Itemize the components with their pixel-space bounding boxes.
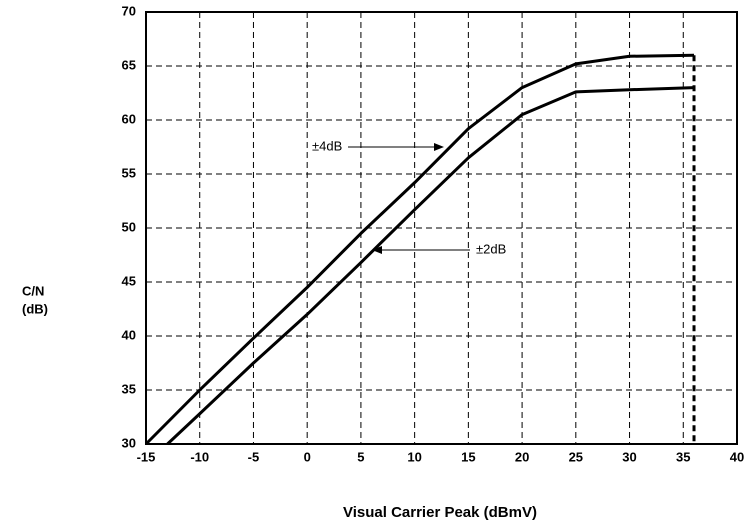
annotation: ±4dB: [312, 138, 342, 153]
line-series: [144, 53, 695, 446]
x-tick-label: 25: [569, 449, 583, 464]
line-series: [166, 86, 695, 446]
annotation-arrowhead: [434, 143, 444, 151]
y-tick-label: 35: [122, 381, 136, 396]
y-tick-label: 30: [122, 435, 136, 450]
y-tick-label: 40: [122, 327, 136, 342]
x-tick-label: -15: [137, 449, 156, 464]
y-tick-label: 60: [122, 111, 136, 126]
x-tick-label: 20: [515, 449, 529, 464]
y-axis-label: C/N: [22, 283, 44, 298]
annotation: ±2dB: [476, 241, 506, 256]
x-tick-label: 0: [304, 449, 311, 464]
plot-frame: [145, 11, 738, 445]
x-tick-label: -5: [248, 449, 260, 464]
y-tick-label: 65: [122, 57, 136, 72]
y-axis-label: (dB): [22, 301, 48, 316]
x-tick-label: 40: [730, 449, 744, 464]
x-tick-label: 15: [461, 449, 475, 464]
y-tick-label: 45: [122, 273, 136, 288]
x-axis-label: Visual Carrier Peak (dBmV): [343, 504, 537, 521]
y-tick-label: 50: [122, 219, 136, 234]
annotation-arrowhead: [372, 246, 382, 254]
y-tick-label: 70: [122, 3, 136, 18]
x-tick-label: 35: [676, 449, 690, 464]
x-tick-label: -10: [190, 449, 209, 464]
x-tick-label: 5: [357, 449, 364, 464]
y-tick-label: 55: [122, 165, 136, 180]
x-tick-label: 30: [622, 449, 636, 464]
x-tick-label: 10: [407, 449, 421, 464]
